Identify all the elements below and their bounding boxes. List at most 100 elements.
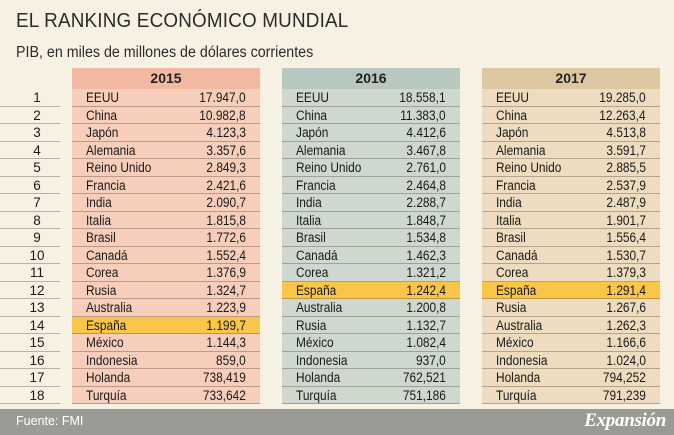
footer-bar: Fuente: FMI Expansión (0, 409, 674, 435)
table-row: Canadá 1.552,4 (72, 247, 260, 265)
gdp-value: 4.412,6 (406, 124, 446, 142)
gdp-value: 19.285,0 (600, 89, 646, 107)
gdp-value: 3.467,8 (406, 142, 446, 160)
country-name: Turquía (86, 387, 127, 405)
country-name: China (496, 107, 527, 125)
table-row: Alemania 3.467,8 (282, 142, 460, 160)
gdp-value: 2.421,6 (206, 177, 246, 195)
gdp-value: 1.815,8 (206, 212, 246, 230)
table-row: Brasil 1.556,4 (482, 229, 660, 247)
rank-header-spacer (0, 68, 60, 89)
table-row: Italia 1.815,8 (72, 212, 260, 230)
country-name: Australia (86, 299, 132, 317)
table-row: Rusia 1.324,7 (72, 282, 260, 300)
gdp-value: 1.530,7 (606, 247, 646, 265)
gdp-value: 11.383,0 (401, 107, 446, 125)
country-name: Rusia (86, 282, 116, 300)
gdp-value: 937,0 (416, 352, 446, 370)
rank-cell: 12 (0, 282, 60, 300)
country-name: Japón (296, 124, 328, 142)
table-row: China 11.383,0 (282, 107, 460, 125)
table-row: Australia 1.223,9 (72, 299, 260, 317)
gdp-value: 1.556,4 (606, 229, 646, 247)
gdp-value: 2.537,9 (606, 177, 646, 195)
country-name: Brasil (296, 229, 326, 247)
year-header: 2015 (72, 68, 260, 89)
country-name: China (86, 107, 117, 125)
country-name: Alemania (86, 142, 136, 160)
country-name: Australia (496, 317, 542, 335)
country-name: EEUU (496, 89, 529, 107)
table-row: Japón 4.412,6 (282, 124, 460, 142)
table-row: EEUU 17.947,0 (72, 89, 260, 107)
gdp-value: 1.262,3 (606, 317, 646, 335)
gdp-value: 2.090,7 (206, 194, 246, 212)
country-name: Corea (86, 264, 118, 282)
country-name: Brasil (86, 229, 116, 247)
gdp-value: 2.464,8 (406, 177, 446, 195)
table-row: EEUU 18.558,1 (282, 89, 460, 107)
country-name: España (496, 282, 536, 300)
table-row: Brasil 1.772,6 (72, 229, 260, 247)
country-name: México (86, 334, 124, 352)
country-name: Francia (86, 177, 126, 195)
chart-subtitle: PIB, en miles de millones de dólares cor… (16, 44, 313, 62)
rank-column: 1 2 3 4 5 6 7 8 9 10 11 12 13 14 15 16 17 18 (0, 68, 60, 404)
country-name: Corea (296, 264, 328, 282)
rank-cell: 14 (0, 317, 60, 335)
table-row: China 12.263,4 (482, 107, 660, 125)
country-name: Holanda (296, 369, 340, 387)
table-row: Alemania 3.591,7 (482, 142, 660, 160)
gdp-value: 1.534,8 (406, 229, 446, 247)
country-name: Francia (296, 177, 336, 195)
country-name: EEUU (296, 89, 329, 107)
rank-cell: 4 (0, 142, 60, 160)
table-row: Indonesia 1.024,0 (482, 352, 660, 370)
gdp-value: 1.166,6 (606, 334, 646, 352)
table-row: Turquía 733,642 (72, 387, 260, 405)
table-row: España 1.291,4 (482, 282, 660, 300)
country-name: Rusia (296, 317, 326, 335)
rank-cell: 18 (0, 387, 60, 405)
rank-cell: 13 (0, 299, 60, 317)
table-row: EEUU 19.285,0 (482, 89, 660, 107)
country-name: Canadá (86, 247, 128, 265)
table-row: México 1.144,3 (72, 334, 260, 352)
gdp-value: 1.132,7 (406, 317, 446, 335)
table-row: Italia 1.901,7 (482, 212, 660, 230)
country-name: Reino Unido (296, 159, 361, 177)
table-row: Indonesia 937,0 (282, 352, 460, 370)
table-row: Japón 4.123,3 (72, 124, 260, 142)
table-row: Japón 4.513,8 (482, 124, 660, 142)
gdp-value: 1.772,6 (206, 229, 246, 247)
country-name: China (296, 107, 327, 125)
table-row: Corea 1.321,2 (282, 264, 460, 282)
gdp-value: 859,0 (216, 352, 246, 370)
gdp-value: 1.291,4 (606, 282, 646, 300)
gdp-value: 1.462,3 (406, 247, 446, 265)
gdp-value: 733,642 (203, 387, 246, 405)
country-name: Reino Unido (86, 159, 151, 177)
country-name: Australia (296, 299, 342, 317)
gdp-value: 1.552,4 (206, 247, 246, 265)
country-name: Italia (86, 212, 111, 230)
gdp-value: 1.901,7 (606, 212, 646, 230)
table-row: India 2.288,7 (282, 194, 460, 212)
table-row: Australia 1.262,3 (482, 317, 660, 335)
gdp-value: 17.947,0 (200, 89, 246, 107)
country-name: Italia (496, 212, 521, 230)
rank-cell: 17 (0, 369, 60, 387)
gdp-value: 1.223,9 (206, 299, 246, 317)
gdp-value: 1.082,4 (406, 334, 446, 352)
table-row: Reino Unido 2.761,0 (282, 159, 460, 177)
table-row: Reino Unido 2.885,5 (482, 159, 660, 177)
table-row: Francia 2.421,6 (72, 177, 260, 195)
gdp-value: 751,186 (403, 387, 446, 405)
gdp-value: 794,252 (603, 369, 646, 387)
country-name: India (86, 194, 112, 212)
gdp-value: 1.267,6 (606, 299, 646, 317)
year-header: 2017 (482, 68, 660, 89)
table-row: México 1.082,4 (282, 334, 460, 352)
gdp-value: 1.024,0 (606, 352, 646, 370)
gdp-value: 2.885,5 (606, 159, 646, 177)
